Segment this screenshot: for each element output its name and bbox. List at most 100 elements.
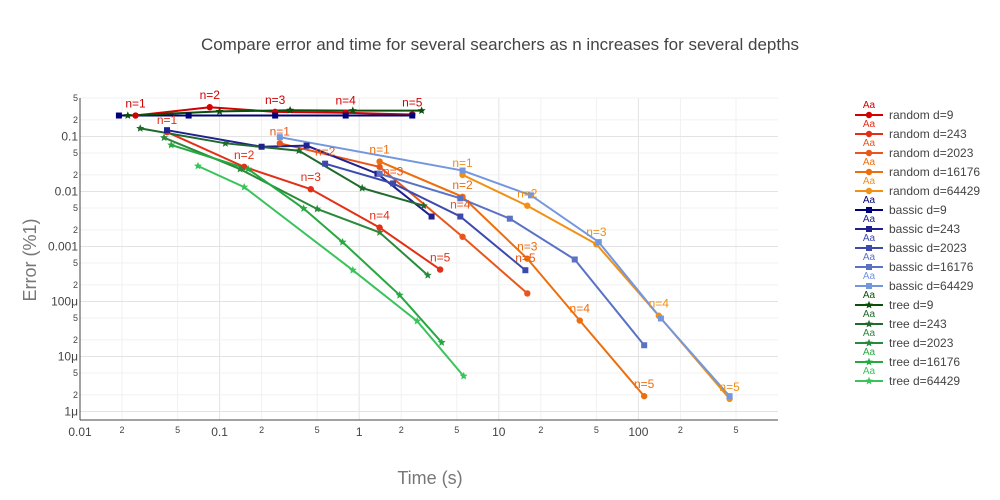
x-minor-tick-label: 2 xyxy=(259,425,264,435)
data-point-square xyxy=(457,195,464,202)
data-point-star xyxy=(437,338,446,346)
legend-label: random d=16176 xyxy=(889,165,980,179)
point-annotation: n=2 xyxy=(517,187,538,201)
legend-item[interactable]: Aa random d=64429 xyxy=(855,176,980,198)
data-point-square xyxy=(185,112,192,119)
data-point-star xyxy=(413,316,422,325)
y-minor-tick-label: 2 xyxy=(73,115,78,125)
legend-item[interactable]: Aa tree d=16176 xyxy=(855,347,960,369)
legend-item[interactable]: Aa tree d=2023 xyxy=(855,328,954,350)
legend-item[interactable]: Aa bassic d=2023 xyxy=(855,233,967,255)
data-point-circle xyxy=(307,185,314,193)
data-point-square xyxy=(272,112,279,119)
data-point-square xyxy=(409,112,416,119)
legend-marker xyxy=(865,338,873,347)
legend-label: random d=243 xyxy=(889,127,967,141)
data-point-circle xyxy=(640,392,648,400)
data-point-star xyxy=(459,371,468,380)
legend-item[interactable]: Aa bassic d=16176 xyxy=(855,252,974,274)
legend-label: bassic d=2023 xyxy=(889,241,967,255)
annotations-group: n=1n=2 n=3 n=4 n=5n=1n=2n=3n=4n=5n=1n=2n=3n… xyxy=(125,88,740,394)
point-annotation: n=1 xyxy=(157,113,178,127)
data-point-square xyxy=(276,134,283,141)
data-point-circle xyxy=(524,255,531,262)
data-point-circle xyxy=(524,290,531,297)
data-point-star xyxy=(395,291,404,299)
data-point-star xyxy=(348,266,357,274)
legend-marker xyxy=(865,187,873,195)
legend-marker xyxy=(866,245,872,251)
data-point-square xyxy=(376,170,383,177)
data-point-square xyxy=(595,239,602,246)
point-annotation: n=2 xyxy=(200,88,221,102)
legend-item[interactable]: Aa random d=16176 xyxy=(855,157,980,179)
legend-text-swatch: Aa xyxy=(863,347,876,358)
y-minor-tick-label: 5 xyxy=(73,313,78,323)
data-point-star xyxy=(221,139,230,147)
data-point-star xyxy=(167,140,176,149)
x-minor-tick-label: 5 xyxy=(175,425,180,435)
legend-label: random d=9 xyxy=(889,108,954,122)
data-point-star xyxy=(193,161,202,170)
legend-marker xyxy=(865,319,873,328)
legend-label: tree d=16176 xyxy=(889,355,960,369)
point-annotation: n=4 xyxy=(335,94,356,108)
legend-item[interactable]: Aa random d=9 xyxy=(855,100,954,122)
data-point-circle xyxy=(436,266,444,273)
data-point-star xyxy=(136,124,145,132)
legend-text-swatch: Aa xyxy=(863,176,876,187)
legend-text-swatch: Aa xyxy=(863,271,876,282)
legend-item[interactable]: Aa bassic d=64429 xyxy=(855,271,974,293)
series-line-10 xyxy=(279,136,731,397)
legend-label: bassic d=243 xyxy=(889,222,960,236)
legend-marker xyxy=(865,111,873,119)
legend-text-swatch: Aa xyxy=(863,138,876,149)
data-point-square xyxy=(459,167,466,174)
point-annotation: n=2 xyxy=(234,148,255,162)
legend-item[interactable]: Aa random d=243 xyxy=(855,119,967,141)
data-point-square xyxy=(322,160,329,167)
legend-marker xyxy=(865,357,873,366)
point-annotation: n=4 xyxy=(369,209,390,223)
y-minor-tick-label: 2 xyxy=(73,225,78,235)
legend-text-swatch: Aa xyxy=(863,119,876,130)
data-point-circle xyxy=(206,104,213,111)
legend-label: tree d=9 xyxy=(889,298,934,312)
point-annotation: n=3 xyxy=(586,225,607,239)
legend-item[interactable]: Aa tree d=9 xyxy=(855,290,934,312)
legend-item[interactable]: Aa tree d=64429 xyxy=(855,366,960,388)
point-annotation: n=1 xyxy=(125,97,146,111)
legend[interactable]: Aa random d=9 Aa random d=243 Aa random d=202… xyxy=(855,100,980,388)
legend-label: tree d=2023 xyxy=(889,336,954,350)
data-point-star xyxy=(160,133,169,142)
legend-text-swatch: Aa xyxy=(863,309,876,320)
point-annotation: n=3 xyxy=(383,164,404,178)
data-point-star xyxy=(375,228,384,236)
data-point-square xyxy=(342,112,349,119)
point-annotation: n=3 xyxy=(301,170,322,184)
legend-item[interactable]: Aa random d=2023 xyxy=(855,138,974,160)
y-axis-title: Error (%1) xyxy=(20,218,40,301)
legend-item[interactable]: Aa bassic d=9 xyxy=(855,195,947,217)
legend-item[interactable]: Aa tree d=243 xyxy=(855,309,947,331)
legend-marker xyxy=(865,130,873,138)
data-point-circle xyxy=(576,317,583,324)
data-point-square xyxy=(726,393,733,400)
legend-label: bassic d=64429 xyxy=(889,279,974,293)
data-point-square xyxy=(522,267,529,274)
legend-marker xyxy=(866,264,872,270)
legend-item[interactable]: Aa bassic d=243 xyxy=(855,214,960,236)
point-annotation: n=4 xyxy=(570,302,591,316)
data-point-circle xyxy=(276,140,284,147)
legend-label: bassic d=9 xyxy=(889,203,947,217)
y-minor-tick-label: 5 xyxy=(73,258,78,268)
x-tick-label: 10 xyxy=(492,425,506,439)
point-annotation: n=1 xyxy=(452,156,473,170)
data-point-circle xyxy=(376,158,383,165)
data-point-square xyxy=(390,180,397,187)
legend-text-swatch: Aa xyxy=(863,252,876,263)
data-point-circle xyxy=(524,202,531,209)
point-annotation: n=4 xyxy=(649,297,670,311)
